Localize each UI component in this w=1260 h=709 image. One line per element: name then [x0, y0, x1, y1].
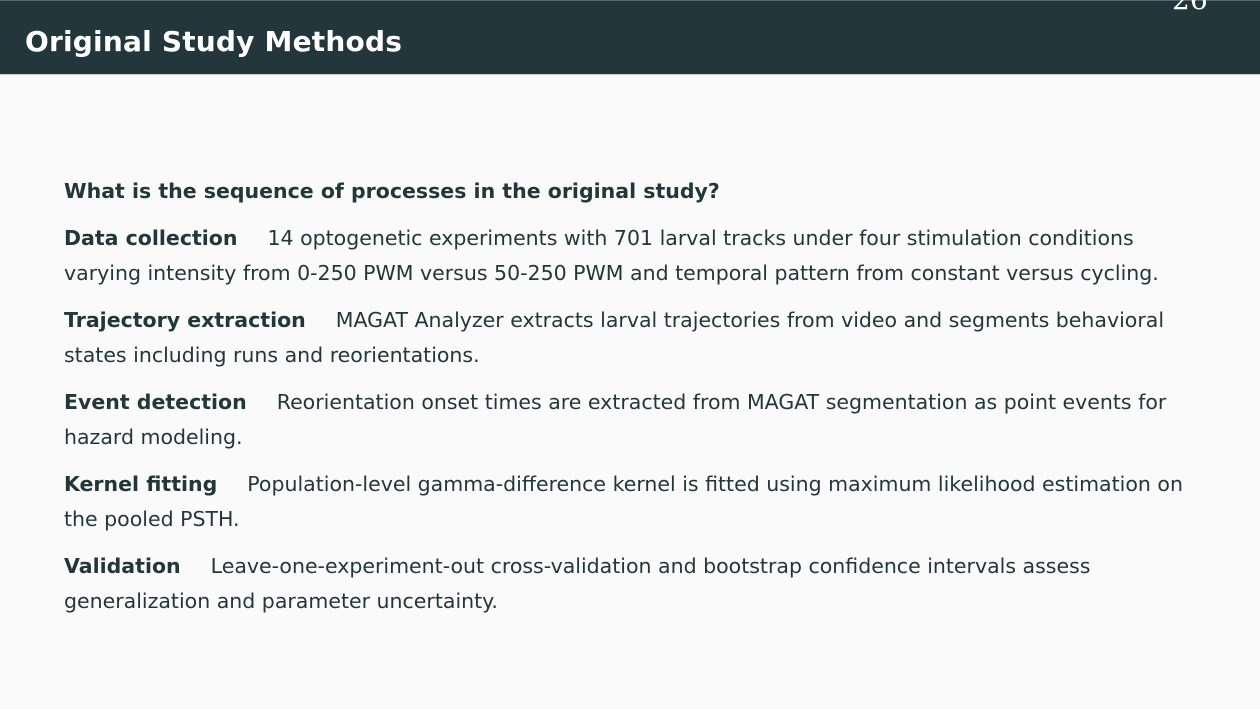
process-description: 14 optogenetic experiments with 701 larv…	[64, 226, 1159, 285]
process-item: Kernel fitting Population-level gamma-dif…	[64, 467, 1214, 537]
process-description: MAGAT Analyzer extracts larval trajector…	[64, 308, 1165, 367]
process-item: Validation Leave-one-experiment-out cross…	[64, 549, 1214, 619]
slide-title: Original Study Methods	[25, 25, 403, 58]
process-item: Event detection Reorientation onset times…	[64, 385, 1214, 455]
process-description: Leave-one-experiment-out cross-validatio…	[64, 554, 1091, 613]
slide-header: 26 Original Study Methods	[0, 0, 1260, 74]
process-item: Data collection 14 optogenetic experiment…	[64, 221, 1214, 291]
page-number: 26	[1172, 0, 1208, 16]
top-border	[0, 0, 1260, 1]
slide-content: What is the sequence of processes in the…	[64, 174, 1214, 631]
process-description: Reorientation onset times are extracted …	[64, 390, 1167, 449]
process-term: Trajectory extraction	[64, 308, 306, 332]
process-term: Kernel fitting	[64, 472, 218, 496]
question-heading: What is the sequence of processes in the…	[64, 179, 720, 203]
process-item: Trajectory extraction MAGAT Analyzer extr…	[64, 303, 1214, 373]
process-term: Validation	[64, 554, 181, 578]
process-description: Population-level gamma-difference kernel…	[64, 472, 1183, 531]
process-term: Data collection	[64, 226, 238, 250]
header-divider	[0, 74, 1260, 75]
process-term: Event detection	[64, 390, 247, 414]
